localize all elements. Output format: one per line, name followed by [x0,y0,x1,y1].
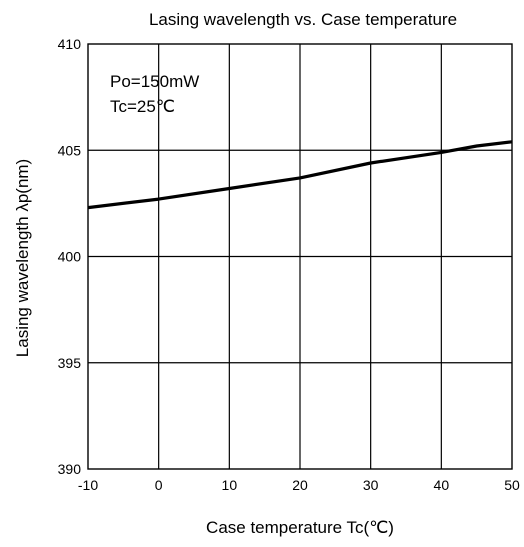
y-tick-label: 395 [58,355,82,371]
x-tick-label: 20 [292,477,308,493]
y-tick-label: 400 [58,249,82,265]
plot-frame [87,43,513,470]
x-axis-label: Case temperature Tc(℃) [206,518,394,537]
y-tick-label: 390 [58,461,82,477]
y-tick-label: 410 [58,36,82,52]
x-tick-label: 0 [155,477,163,493]
annotation-tc: Tc=25℃ [110,97,175,116]
y-axis-label: Lasing wavelength λp(nm) [13,159,32,357]
x-tick-label: 10 [222,477,238,493]
grid [88,44,512,469]
series-layer [87,140,513,210]
plot-border [87,43,513,470]
x-tick-label: -10 [78,477,98,493]
x-tick-labels: -10 0 10 20 30 40 50 [78,477,520,493]
y-tick-label: 405 [58,142,82,158]
chart-title: Lasing wavelength vs. Case temperature [149,10,457,29]
x-tick-label: 40 [434,477,450,493]
annotation-po: Po=150mW [110,72,199,91]
y-tick-labels: 390 395 400 405 410 [58,36,82,477]
x-tick-label: 30 [363,477,379,493]
series-line [87,140,513,210]
x-tick-label: 50 [504,477,520,493]
